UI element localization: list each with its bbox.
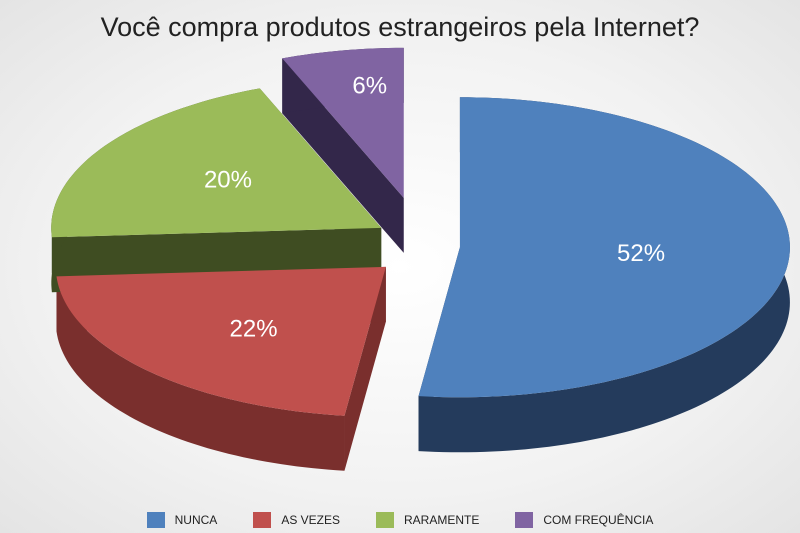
slice-tops: 52% 22% 20% 6% bbox=[51, 47, 790, 416]
legend-item-com-frequencia: COM FREQUÊNCIA bbox=[515, 512, 653, 528]
slice-raramente bbox=[51, 88, 382, 238]
data-label-raramente: 20% bbox=[204, 167, 252, 194]
legend-item-raramente: RARAMENTE bbox=[376, 512, 479, 528]
legend-label: AS VEZES bbox=[281, 513, 340, 527]
legend-label: COM FREQUÊNCIA bbox=[543, 513, 654, 527]
legend-item-nunca: NUNCA bbox=[146, 512, 218, 528]
legend-swatch bbox=[253, 512, 272, 528]
legend-label: NUNCA bbox=[174, 513, 218, 527]
legend-swatch bbox=[146, 512, 165, 528]
slice-as-vezes bbox=[56, 266, 386, 416]
legend-label: RARAMENTE bbox=[404, 513, 480, 527]
legend: NUNCA AS VEZES RARAMENTE COM FREQUÊNCIA bbox=[0, 512, 800, 528]
legend-swatch bbox=[515, 512, 534, 528]
legend-swatch bbox=[376, 512, 394, 528]
slice-nunca bbox=[418, 97, 790, 398]
data-label-nunca: 52% bbox=[617, 240, 665, 267]
slice-com-frequencia bbox=[282, 47, 404, 198]
legend-item-as-vezes: AS VEZES bbox=[253, 512, 340, 528]
slice-outer-wall-as-vezes bbox=[56, 276, 345, 471]
chart-title: Você compra produtos estrangeiros pela I… bbox=[100, 12, 700, 42]
data-label-as-vezes: 22% bbox=[230, 316, 278, 343]
data-label-com-frequencia: 6% bbox=[352, 72, 387, 99]
